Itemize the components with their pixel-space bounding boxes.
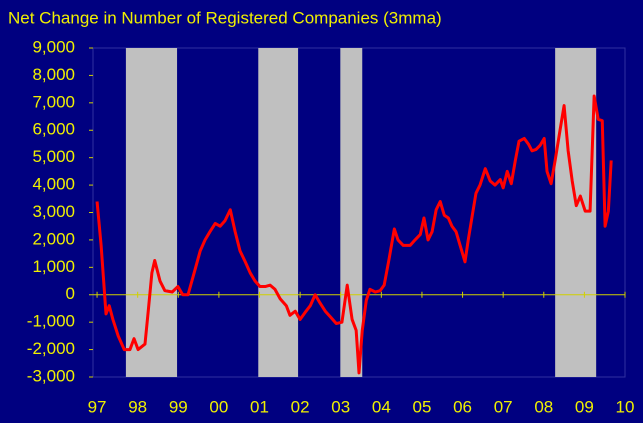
shaded-band (125, 48, 178, 377)
x-tick-label: 07 (494, 397, 513, 416)
y-tick-label: -1,000 (27, 312, 75, 331)
y-tick-label: -3,000 (27, 366, 75, 385)
y-tick-label: 9,000 (32, 37, 75, 56)
x-tick-label: 99 (169, 397, 188, 416)
y-tick-label: 6,000 (32, 120, 75, 139)
y-tick-label: 3,000 (32, 202, 75, 221)
x-tick-label: 97 (88, 397, 107, 416)
y-tick-label: 7,000 (32, 92, 75, 111)
data-line (95, 94, 613, 375)
x-tick-label: 06 (453, 397, 472, 416)
shaded-band (258, 48, 299, 377)
x-tick-label: 02 (291, 397, 310, 416)
x-tick-label: 00 (209, 397, 228, 416)
y-tick-label: 5,000 (32, 147, 75, 166)
x-tick-label: 98 (128, 397, 147, 416)
x-tick-label: 10 (616, 397, 635, 416)
y-tick-label: 8,000 (32, 65, 75, 84)
x-tick-label: 05 (412, 397, 431, 416)
y-tick-label: 0 (66, 284, 75, 303)
shaded-band (340, 48, 363, 377)
x-tick-label: 09 (575, 397, 594, 416)
x-tick-label: 01 (250, 397, 269, 416)
x-tick-label: 04 (372, 397, 391, 416)
y-tick-label: -2,000 (27, 339, 75, 358)
chart-title: Net Change in Number of Registered Compa… (8, 8, 442, 27)
y-tick-label: 2,000 (32, 229, 75, 248)
x-tick-label: 03 (331, 397, 350, 416)
x-tick-label: 08 (534, 397, 553, 416)
y-tick-label: 4,000 (32, 175, 75, 194)
y-tick-label: 1,000 (32, 257, 75, 276)
